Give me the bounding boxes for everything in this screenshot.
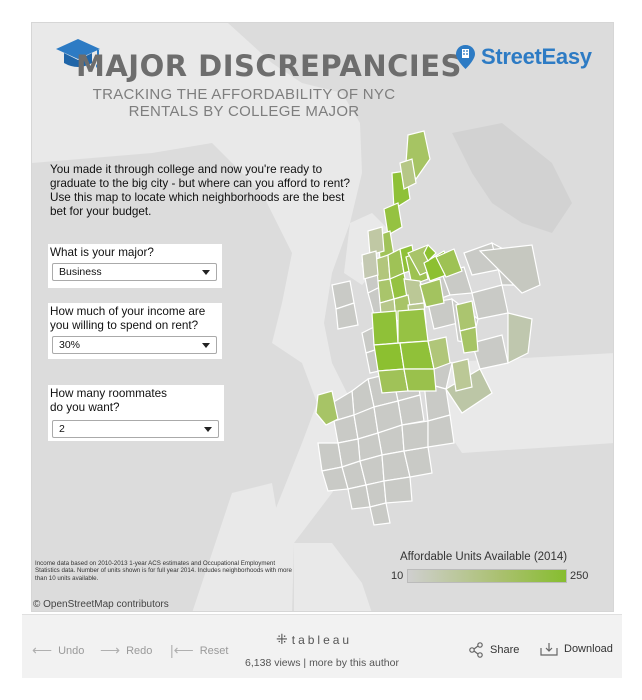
views-separator: |	[303, 657, 310, 669]
roommates-select[interactable]: 2	[52, 420, 219, 438]
chevron-down-icon	[204, 427, 212, 432]
major-select-value: Business	[59, 266, 102, 278]
views-line: 6,138 views | more by this author	[232, 657, 412, 669]
roommates-select-value: 2	[59, 423, 65, 435]
intro-text: You made it through college and now you'…	[50, 163, 350, 218]
page-title: MAJOR DISCREPANCIES	[76, 49, 462, 83]
tableau-wordmark: tableau	[291, 632, 353, 647]
chevron-down-icon	[202, 270, 210, 275]
viz-panel: MAJOR DISCREPANCIES TRACKING THE AFFORDA…	[31, 22, 614, 612]
nyc-map[interactable]	[32, 23, 614, 612]
map-credit[interactable]: © OpenStreetMap contributors	[33, 599, 169, 610]
reset-button[interactable]: |⟵ Reset	[170, 642, 228, 659]
download-button[interactable]: Download	[540, 642, 613, 656]
share-label: Share	[490, 644, 520, 656]
filter-income-label: How much of your income are you willing …	[50, 305, 206, 332]
graduation-cap-icon	[56, 39, 100, 68]
legend-max: 250	[570, 570, 589, 582]
filter-roommates-label: How many roommates do you want?	[50, 387, 167, 414]
arrow-left-icon: ⟵	[32, 642, 53, 658]
legend-min: 10	[391, 570, 404, 582]
view-count: 6,138 views	[245, 657, 301, 669]
arrow-right-icon: ⟶	[100, 642, 121, 658]
download-icon	[540, 643, 558, 656]
income-select-value: 30%	[59, 339, 81, 351]
brand-logo[interactable]: StreetEasy	[456, 42, 592, 72]
neighborhoods-high[interactable]	[315, 130, 479, 426]
page-subtitle: TRACKING THE AFFORDABILITY OF NYC RENTAL…	[92, 86, 396, 120]
income-select[interactable]: 30%	[52, 336, 217, 354]
legend-title: Affordable Units Available (2014)	[400, 551, 568, 563]
undo-label: Undo	[58, 644, 85, 657]
share-button[interactable]: Share	[468, 642, 519, 658]
filter-major-label: What is your major?	[50, 246, 154, 259]
tableau-toolbar: ⟵ Undo ⟶ Redo |⟵ Reset ⁜ tableau 6,138 v…	[22, 614, 622, 678]
tableau-plus-icon: ⁜	[276, 631, 288, 647]
undo-button[interactable]: ⟵ Undo	[32, 642, 84, 659]
tableau-logo[interactable]: ⁜ tableau	[276, 631, 352, 648]
more-by-author-link[interactable]: more by this author	[309, 657, 399, 669]
major-select[interactable]: Business	[52, 263, 217, 281]
data-notes: Income data based on 2010-2013 1-year AC…	[35, 560, 292, 582]
share-icon	[469, 642, 483, 658]
reset-label: Reset	[199, 644, 229, 657]
legend-color-ramp	[407, 569, 567, 583]
redo-label: Redo	[126, 644, 153, 657]
redo-button[interactable]: ⟶ Redo	[100, 642, 152, 659]
filter-roommates: How many roommates do you want? 2	[48, 385, 224, 441]
filter-income: How much of your income are you willing …	[48, 303, 222, 359]
filter-major: What is your major? Business	[48, 244, 222, 288]
building-pin-icon	[456, 45, 475, 69]
download-label: Download	[564, 643, 613, 655]
reset-icon: |⟵	[170, 642, 194, 658]
brand-name: StreetEasy	[481, 44, 592, 69]
chevron-down-icon	[202, 343, 210, 348]
